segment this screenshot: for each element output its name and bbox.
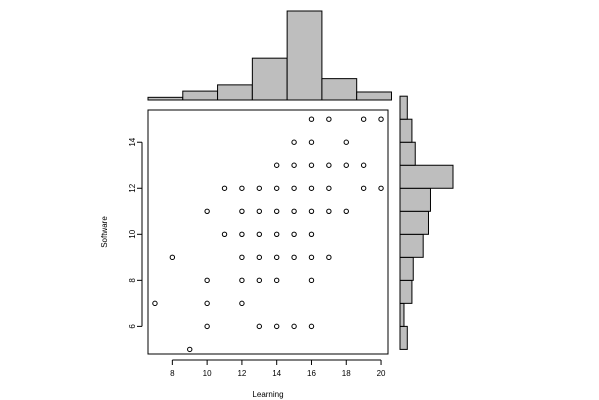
histogram-bar bbox=[399, 164, 454, 189]
scatter-point bbox=[308, 162, 315, 168]
scatter-point bbox=[291, 185, 297, 191]
scatter-point bbox=[326, 185, 332, 191]
x-tick-label: 8 bbox=[170, 369, 175, 378]
y-axis-title: Software bbox=[100, 216, 109, 248]
histogram-bar bbox=[182, 90, 219, 101]
histogram-bar bbox=[399, 233, 424, 258]
scatter-point bbox=[273, 277, 280, 284]
histogram-bar bbox=[356, 91, 392, 101]
scatter-plot: 8 10 12 14 16 18 20 6 8 10 12 14 Learning Software bbox=[100, 109, 389, 399]
scatter-point bbox=[291, 162, 297, 168]
scatter-point bbox=[360, 185, 367, 191]
x-tick-label: 20 bbox=[377, 369, 386, 378]
scatter-point bbox=[239, 300, 245, 307]
scatter-point bbox=[360, 162, 367, 168]
scatter-point bbox=[221, 231, 228, 238]
scatter-point bbox=[308, 185, 315, 191]
scatter-point bbox=[273, 231, 280, 238]
scatter-point bbox=[273, 323, 280, 330]
histogram-bar bbox=[399, 279, 413, 304]
scatter-point bbox=[273, 208, 280, 214]
scatter-point bbox=[169, 254, 176, 261]
scatter-point bbox=[308, 277, 315, 284]
y-tick-label: 12 bbox=[128, 183, 137, 192]
scatter-point bbox=[204, 277, 210, 284]
histogram-bar bbox=[399, 141, 416, 166]
y-tick-label: 8 bbox=[128, 278, 137, 283]
scatter-points bbox=[152, 116, 384, 353]
y-tick-label: 10 bbox=[128, 229, 137, 238]
scatter-point bbox=[239, 277, 245, 284]
histogram-bar bbox=[399, 210, 429, 235]
scatter-point bbox=[343, 162, 349, 168]
scatter-point bbox=[291, 208, 297, 214]
scatter-point bbox=[291, 139, 297, 145]
scatter-point bbox=[239, 254, 245, 261]
x-axis-title: Learning bbox=[252, 390, 283, 399]
scatter-point bbox=[256, 185, 263, 191]
scatter-point bbox=[204, 300, 210, 307]
scatter-point bbox=[291, 323, 297, 330]
scatter-point bbox=[378, 185, 384, 191]
scatter-point bbox=[256, 277, 263, 284]
histogram-bar bbox=[399, 302, 405, 327]
scatter-point bbox=[326, 208, 332, 214]
scatter-point bbox=[221, 185, 228, 191]
histogram-bar bbox=[399, 95, 408, 120]
scatter-point bbox=[360, 116, 367, 122]
right-marginal-histogram bbox=[399, 95, 454, 350]
x-tick-label: 16 bbox=[307, 369, 316, 378]
scatter-point bbox=[204, 323, 210, 330]
scatter-point bbox=[378, 116, 384, 122]
scatter-point bbox=[326, 116, 332, 122]
scatter-point bbox=[343, 208, 349, 214]
histogram-bar bbox=[147, 96, 184, 101]
histogram-bar bbox=[399, 256, 414, 281]
scatter-point bbox=[308, 139, 315, 145]
scatter-point bbox=[204, 208, 210, 214]
x-tick-label: 10 bbox=[203, 369, 212, 378]
scatter-point bbox=[326, 254, 332, 261]
scatter-point bbox=[273, 162, 280, 168]
histogram-bar bbox=[286, 10, 323, 101]
x-tick-label: 12 bbox=[237, 369, 246, 378]
scatter-point bbox=[308, 208, 315, 214]
y-tick-label: 14 bbox=[128, 137, 137, 146]
y-tick-label: 6 bbox=[128, 324, 137, 329]
scatter-point bbox=[343, 139, 349, 145]
scatter-point bbox=[291, 231, 297, 238]
scatter-point bbox=[239, 208, 245, 214]
top-marginal-histogram bbox=[147, 10, 392, 101]
scatter-point bbox=[152, 300, 158, 307]
histogram-bar bbox=[399, 325, 408, 350]
scatter-point bbox=[308, 231, 315, 238]
scatter-point bbox=[239, 231, 245, 238]
scatter-point bbox=[256, 254, 263, 261]
histogram-bar bbox=[251, 57, 288, 101]
plot-frame bbox=[147, 109, 389, 355]
histogram-bar bbox=[321, 78, 358, 101]
scatter-point bbox=[308, 323, 315, 330]
scatter-point bbox=[273, 254, 280, 261]
x-tick-label: 14 bbox=[272, 369, 281, 378]
scatter-point bbox=[239, 185, 245, 191]
histogram-bar bbox=[399, 187, 431, 212]
scatter-point bbox=[273, 185, 280, 191]
scatter-point bbox=[308, 254, 315, 261]
histogram-bar bbox=[399, 118, 413, 143]
scatter-point bbox=[256, 208, 263, 214]
y-axis: 6 8 10 12 14 bbox=[128, 137, 143, 329]
scatter-point bbox=[256, 231, 263, 238]
x-axis: 8 10 12 14 16 18 20 bbox=[170, 359, 386, 378]
scatter-point bbox=[187, 346, 193, 353]
scatter-point bbox=[326, 162, 332, 168]
scatter-point bbox=[291, 254, 297, 261]
scatter-point bbox=[256, 323, 263, 330]
histogram-bar bbox=[217, 84, 253, 101]
scatter-point bbox=[308, 116, 315, 122]
x-tick-label: 18 bbox=[342, 369, 351, 378]
